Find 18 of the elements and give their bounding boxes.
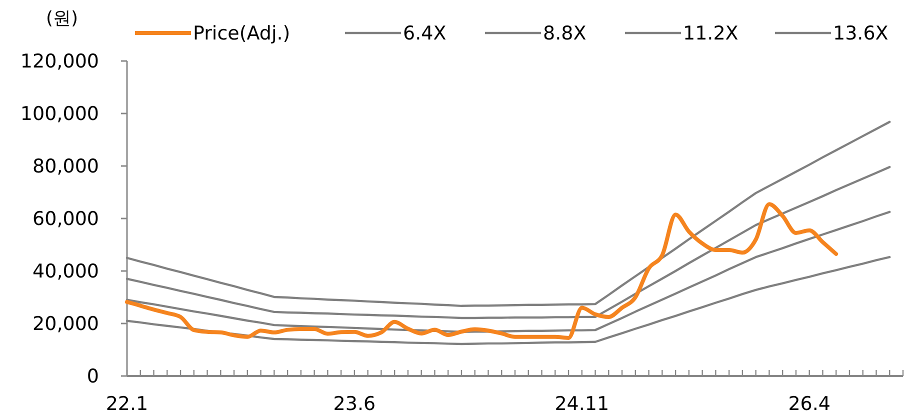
y-tick-label: 80,000 bbox=[32, 156, 99, 178]
y-tick-label: 120,000 bbox=[20, 50, 99, 73]
y-tick-label: 20,000 bbox=[32, 313, 99, 336]
legend-label: 8.8X bbox=[543, 22, 586, 45]
y-tick-label: 60,000 bbox=[32, 208, 99, 230]
y-tick-label: 0 bbox=[86, 366, 99, 388]
y-tick-label: 100,000 bbox=[20, 103, 99, 126]
legend-label: 11.2X bbox=[683, 22, 738, 45]
legend-label: 6.4X bbox=[403, 22, 446, 45]
x-tick-label: 22.1 bbox=[106, 393, 148, 415]
legend-label: 13.6X bbox=[833, 22, 888, 45]
x-tick-label: 24.11 bbox=[554, 393, 610, 415]
x-tick-label: 23.6 bbox=[333, 393, 376, 415]
y-tick-label: 40,000 bbox=[32, 260, 99, 283]
legend-label: Price(Adj.) bbox=[193, 22, 290, 45]
y-axis-title: (원) bbox=[46, 8, 78, 29]
x-tick-label: 26.4 bbox=[788, 393, 830, 415]
line-series bbox=[125, 202, 838, 340]
